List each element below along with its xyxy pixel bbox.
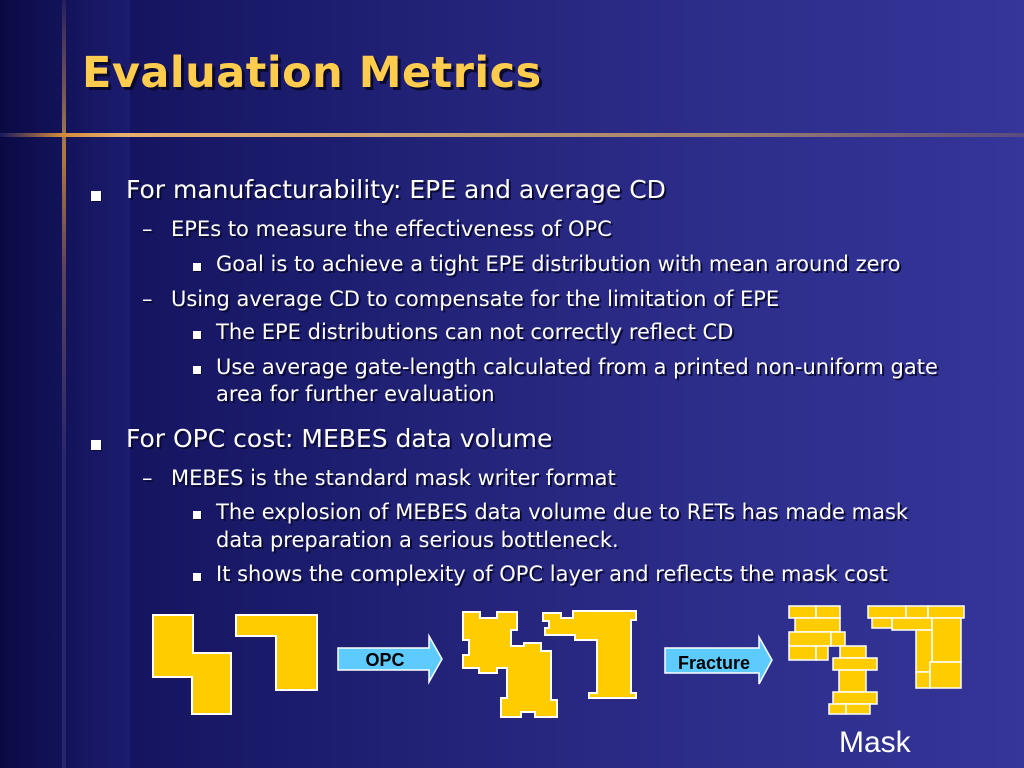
sub-bullet-text: EPEs to measure the effectiveness of OPC xyxy=(171,217,612,241)
sub-sub-bullet-text: The EPE distributions can not correctly … xyxy=(216,320,734,344)
dash-marker: – xyxy=(142,287,153,311)
bullet-square xyxy=(91,440,101,450)
fracture-arrow-label: Fracture xyxy=(678,653,750,673)
layout-shape-right xyxy=(235,614,318,691)
bullet-square xyxy=(193,366,201,374)
sub-bullet-text: Using average CD to compensate for the l… xyxy=(171,287,780,311)
fractured-mask xyxy=(788,605,965,715)
sub-sub-bullet-text: It shows the complexity of OPC layer and… xyxy=(216,562,888,586)
bullet-square xyxy=(193,331,201,339)
layout-shape-left xyxy=(152,614,232,715)
dash-marker: – xyxy=(142,466,153,490)
horizontal-accent-line xyxy=(0,133,1024,137)
slide-title: Evaluation Metrics xyxy=(82,48,542,98)
original-layout xyxy=(152,614,318,715)
sub-sub-bullet-text: The explosion of MEBES data volume due t… xyxy=(216,500,909,524)
bullet-square xyxy=(193,511,201,519)
opc-shape-right xyxy=(542,610,637,699)
sub-sub-bullet-text: Use average gate-length calculated from … xyxy=(216,355,938,379)
vertical-accent-line xyxy=(62,0,66,768)
opc-arrow: OPC xyxy=(337,633,443,685)
sub-sub-bullet-text: Goal is to achieve a tight EPE distribut… xyxy=(216,252,901,276)
opc-shape-left xyxy=(462,611,558,718)
opc-corrected-layout xyxy=(462,610,637,718)
bullet-text: For OPC cost: MEBES data volume xyxy=(126,424,553,453)
sub-sub-bullet-continuation: data preparation a serious bottleneck. xyxy=(216,528,619,552)
mask-label: Mask xyxy=(839,726,911,759)
fracture-arrow: Fracture xyxy=(664,634,773,685)
bullet-square xyxy=(193,263,201,271)
sub-bullet-text: MEBES is the standard mask writer format xyxy=(171,466,616,490)
opc-arrow-label: OPC xyxy=(365,650,404,670)
bullet-text: For manufacturability: EPE and average C… xyxy=(126,175,666,204)
sub-sub-bullet-continuation: area for further evaluation xyxy=(216,382,495,406)
dash-marker: – xyxy=(142,217,153,241)
bullet-square xyxy=(91,191,101,201)
bullet-square xyxy=(193,573,201,581)
